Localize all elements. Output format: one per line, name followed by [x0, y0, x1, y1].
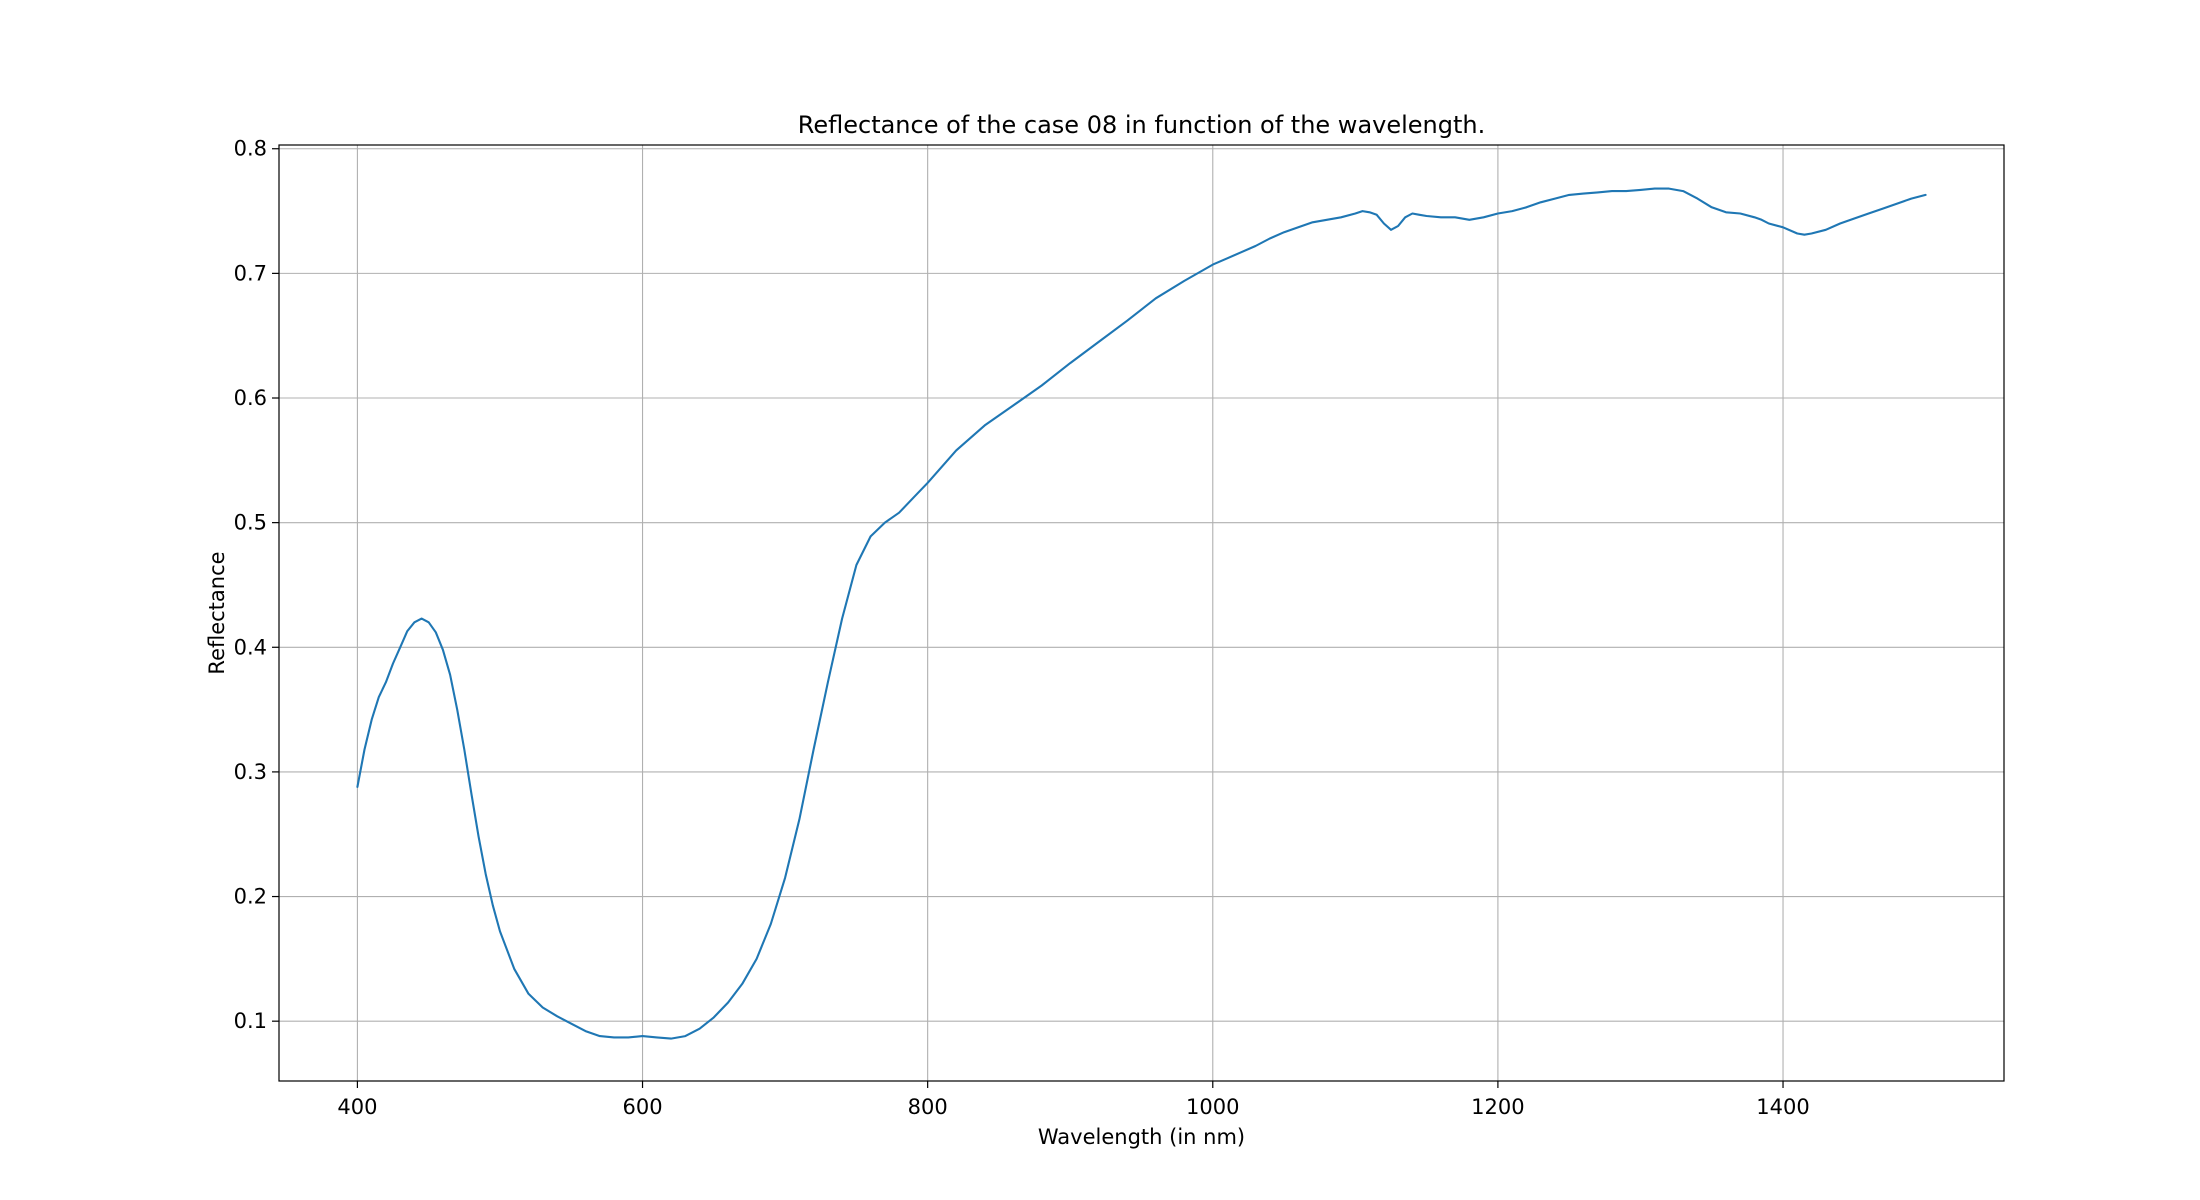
y-tick-label: 0.5	[234, 511, 267, 535]
reflectance-series-line	[356, 187, 1927, 1040]
series-layer	[356, 187, 1927, 1040]
x-tick-label: 400	[337, 1095, 377, 1119]
x-tick-label: 1200	[1471, 1095, 1524, 1119]
y-tick-label: 0.3	[234, 760, 267, 784]
x-axis-label: Wavelength (in nm)	[1038, 1125, 1245, 1149]
grid-layer	[279, 145, 2004, 1081]
x-tick-label: 1000	[1186, 1095, 1239, 1119]
x-tick-label: 1400	[1756, 1095, 1809, 1119]
y-tick-label: 0.6	[234, 386, 267, 410]
x-tick-label: 600	[622, 1095, 662, 1119]
y-tick-label: 0.4	[234, 635, 267, 659]
y-tick-label: 0.1	[234, 1009, 267, 1033]
x-tick-label: 800	[908, 1095, 948, 1119]
y-tick-label: 0.8	[234, 137, 267, 161]
chart-title: Reflectance of the case 08 in function o…	[798, 111, 1486, 139]
plot-frame	[278, 144, 2005, 1082]
y-axis-label: Reflectance	[205, 551, 229, 674]
tick-layer: 400 600 800 1000 1200 1400 0.1 0.2 0.3 0.4 0.5 0.6 0…	[234, 137, 1810, 1119]
y-tick-label: 0.7	[234, 261, 267, 285]
y-tick-label: 0.2	[234, 885, 267, 909]
